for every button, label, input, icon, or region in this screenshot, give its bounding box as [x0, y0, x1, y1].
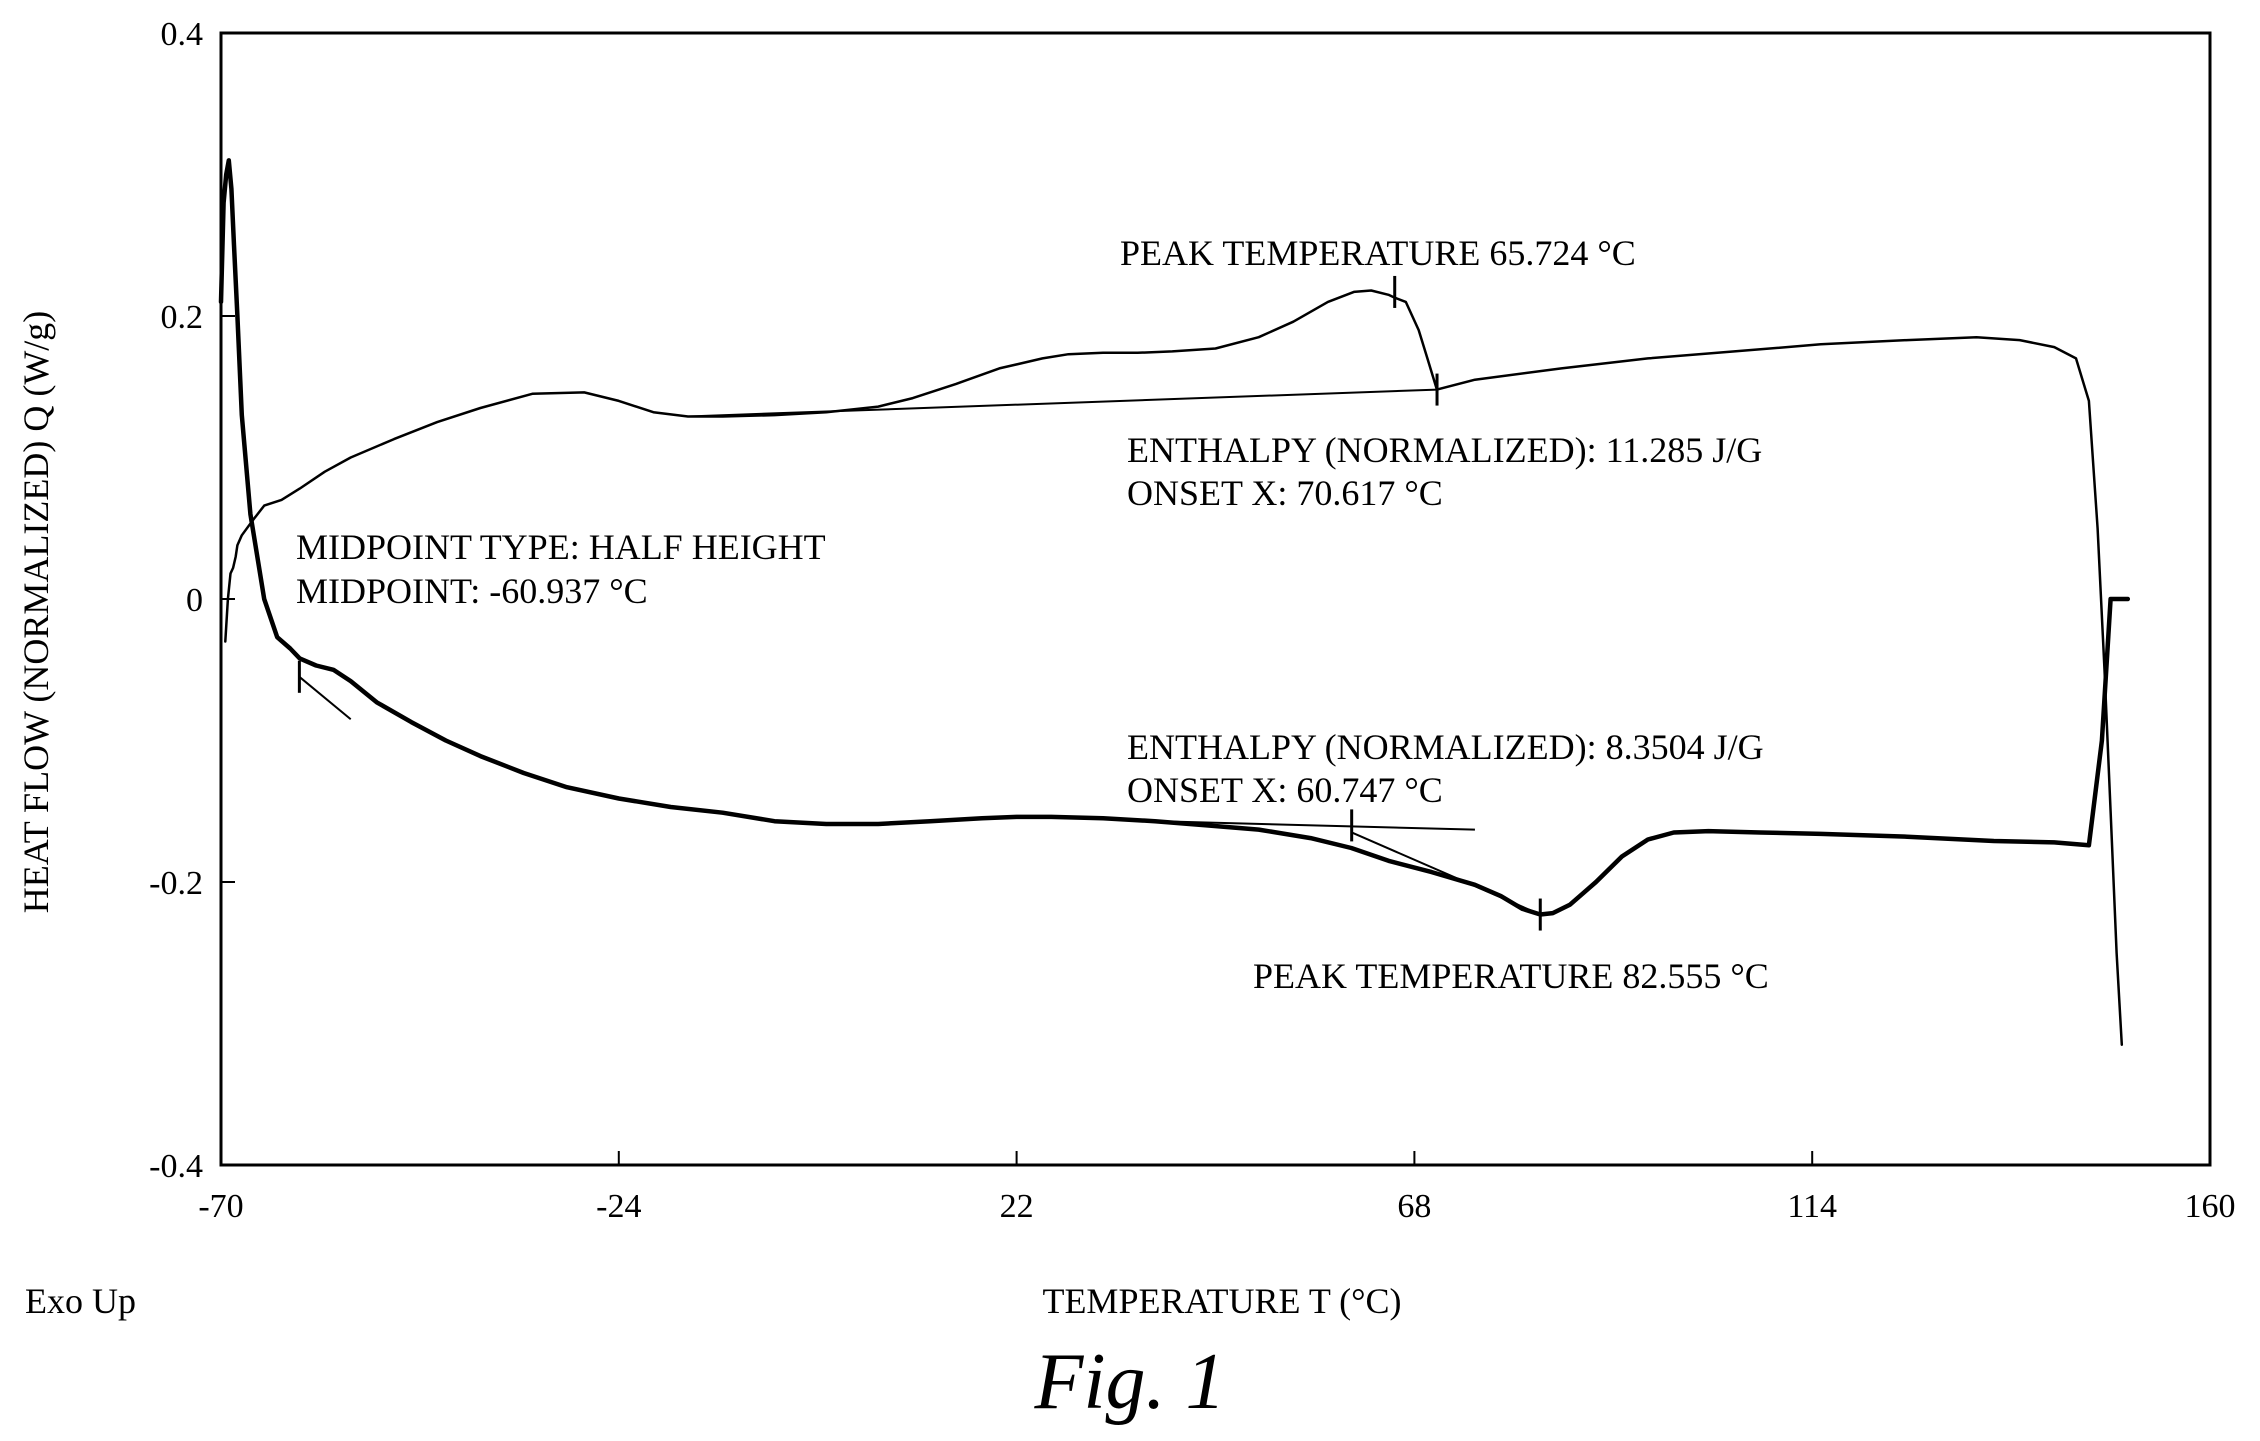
annotation-peak-temperature-lower: PEAK TEMPERATURE 82.555 °C — [1253, 956, 1769, 996]
y-tick-label: -0.4 — [149, 1148, 203, 1185]
series-line-2 — [218, 158, 2131, 917]
y-tick-label: 0.4 — [161, 16, 204, 53]
baseline-line — [298, 676, 352, 721]
x-tick-label: 68 — [1397, 1188, 1431, 1225]
x-axis-title: TEMPERATURE T (°C) — [1042, 1281, 1401, 1321]
y-tick-label: -0.2 — [149, 865, 203, 902]
x-tick-label: 160 — [2185, 1188, 2236, 1225]
x-tick-label: -24 — [596, 1188, 641, 1225]
annotation-enthalpy-upper: ENTHALPY (NORMALIZED): 11.285 J/G — [1127, 430, 1762, 470]
annotation-midpoint-type: MIDPOINT TYPE: HALF HEIGHT — [296, 527, 826, 567]
y-tick-label: 0.2 — [161, 299, 204, 336]
baseline-line — [1154, 820, 1475, 831]
y-axis-ticks: -0.4 -0.2 0 0.2 0.4 — [149, 16, 235, 1185]
data-series — [218, 158, 2131, 1046]
annotation-peak-temperature-upper: PEAK TEMPERATURE 65.724 °C — [1120, 233, 1636, 273]
exo-up-label: Exo Up — [25, 1281, 136, 1321]
x-tick-label: -70 — [198, 1188, 243, 1225]
y-tick-label: 0 — [186, 582, 203, 619]
series-line-1 — [224, 289, 2124, 1046]
annotation-enthalpy-lower: ENTHALPY (NORMALIZED): 8.3504 J/G — [1127, 727, 1764, 767]
event-markers — [297, 275, 1542, 931]
annotation-onset-upper: ONSET X: 70.617 °C — [1127, 473, 1443, 513]
x-tick-label: 114 — [1787, 1188, 1837, 1225]
y-axis-title: HEAT FLOW (NORMALIZED) Q (W/g) — [16, 311, 56, 914]
figure-caption: Fig. 1 — [1033, 1338, 1225, 1426]
x-tick-label: 22 — [1000, 1188, 1034, 1225]
x-axis-ticks: -70 -24 22 68 114 160 — [198, 1151, 2236, 1225]
annotation-midpoint: MIDPOINT: -60.937 °C — [296, 571, 648, 611]
annotation-onset-lower: ONSET X: 60.747 °C — [1127, 770, 1443, 810]
